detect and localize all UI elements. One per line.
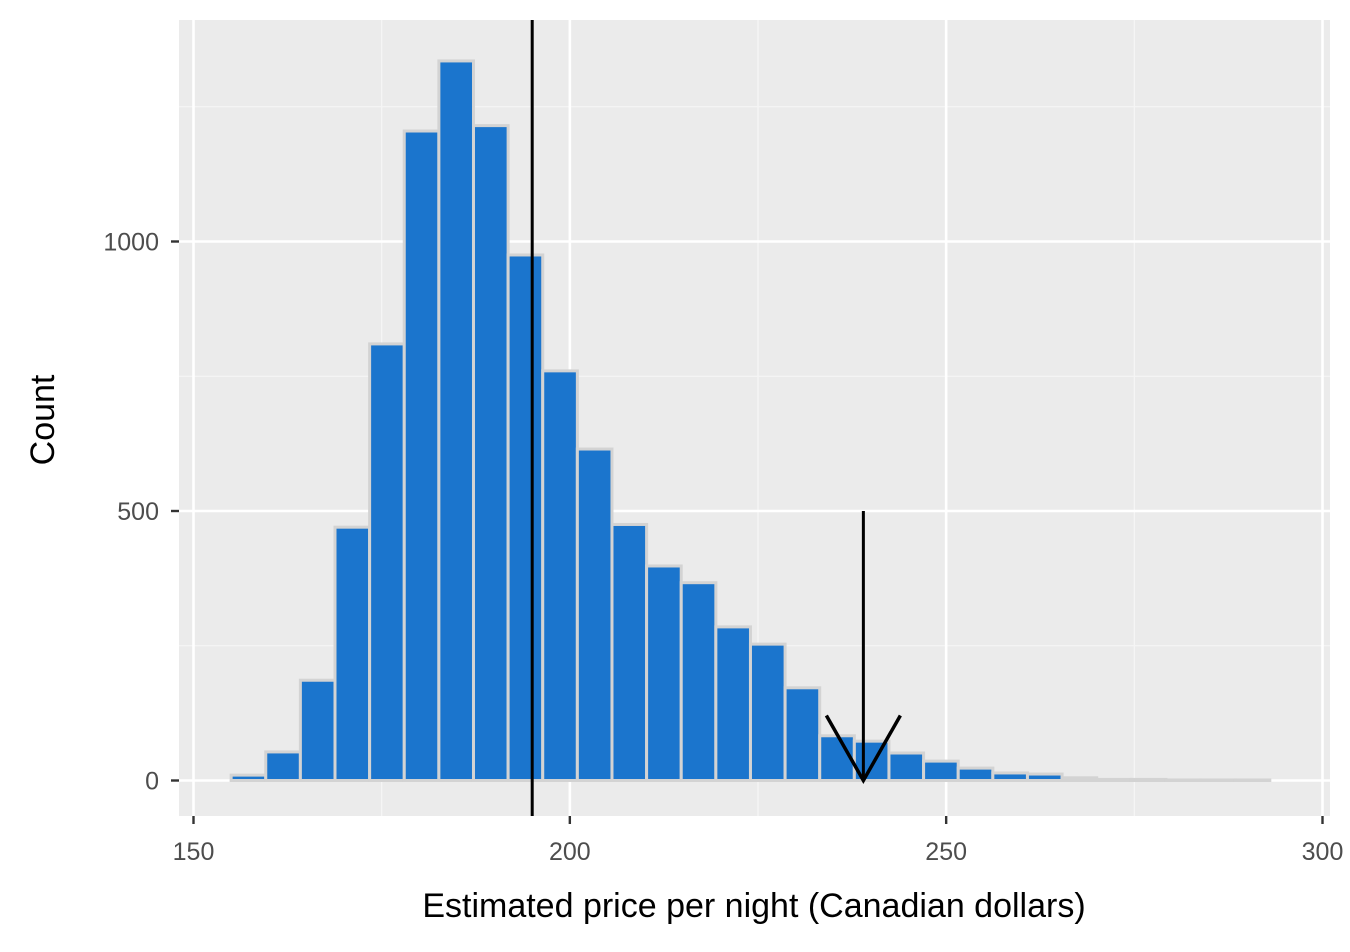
y-tick-label: 500 xyxy=(117,498,159,526)
histogram-bar xyxy=(541,369,579,782)
histogram-bar xyxy=(956,766,995,783)
y-axis-title: Count xyxy=(24,374,62,465)
histogram-bar xyxy=(887,751,926,782)
histogram-bar xyxy=(437,59,475,783)
histogram-bar xyxy=(264,750,302,782)
histogram-bar xyxy=(1095,777,1133,782)
histogram-bar xyxy=(506,253,545,783)
histogram-bar xyxy=(1233,778,1272,782)
y-tick-label: 0 xyxy=(145,768,159,796)
histogram-bar xyxy=(1060,776,1099,782)
histogram-bars xyxy=(229,59,1272,783)
histogram-bar xyxy=(1025,772,1064,782)
histogram-bar xyxy=(610,522,649,782)
histogram-bar xyxy=(922,759,960,783)
histogram-bar xyxy=(402,129,441,782)
histogram-bar xyxy=(1199,778,1237,782)
x-tick-label: 300 xyxy=(1302,838,1344,866)
arrow-head xyxy=(824,714,902,785)
histogram-bar xyxy=(714,625,752,783)
histogram-bar xyxy=(645,564,683,783)
histogram-bar xyxy=(575,447,614,782)
histogram-bar xyxy=(991,771,1029,782)
y-tick-label: 1000 xyxy=(103,229,159,257)
histogram-bar xyxy=(298,678,337,782)
histogram-bar xyxy=(679,581,718,783)
histogram-bar xyxy=(1164,778,1203,782)
x-tick-label: 150 xyxy=(173,838,215,866)
axes: 150 200 250 300 0 500 1000 xyxy=(103,229,1343,867)
x-axis-title: Estimated price per night (Canadian doll… xyxy=(422,887,1085,925)
histogram-bar xyxy=(1129,777,1168,782)
histogram-bar xyxy=(229,773,268,782)
histogram-bar xyxy=(748,642,787,782)
histogram-bar xyxy=(368,342,406,782)
histogram-bar xyxy=(333,525,372,782)
x-tick-label: 250 xyxy=(925,838,967,866)
annotations xyxy=(530,20,902,816)
x-tick-label: 200 xyxy=(549,838,591,866)
histogram-bar xyxy=(471,124,510,783)
histogram-bar xyxy=(783,686,822,782)
